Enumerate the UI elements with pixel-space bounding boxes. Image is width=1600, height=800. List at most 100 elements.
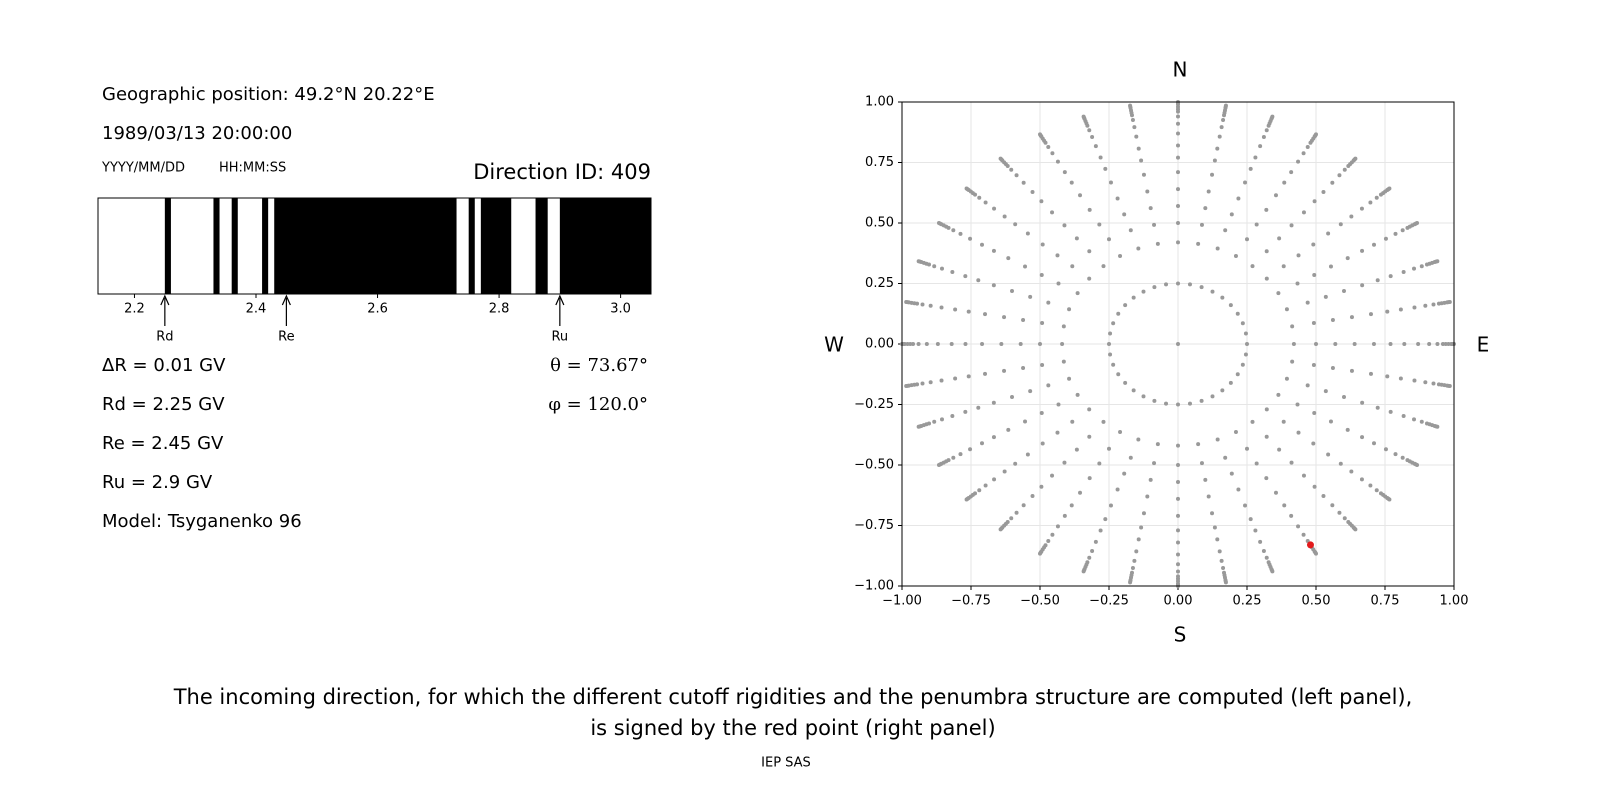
direction-point	[953, 307, 958, 312]
forbidden-band	[231, 198, 238, 294]
direction-point	[1353, 156, 1358, 161]
direction-point	[1056, 281, 1061, 286]
direction-point	[1342, 516, 1347, 521]
forbidden-band	[274, 198, 457, 294]
direction-point	[1345, 256, 1350, 261]
direction-point	[1131, 295, 1136, 300]
direction-point	[1435, 259, 1440, 264]
direction-point	[1289, 170, 1294, 175]
direction-point	[1323, 389, 1328, 394]
direction-point	[1199, 461, 1204, 466]
compass-south: S	[1174, 623, 1187, 647]
direction-point	[1393, 452, 1398, 457]
direction-point	[1375, 405, 1380, 410]
direction-point	[964, 497, 969, 502]
direction-point	[1245, 446, 1249, 451]
direction-point	[908, 342, 913, 346]
direction-point	[1248, 517, 1253, 522]
direction-point	[1006, 427, 1011, 432]
direction-point	[1087, 249, 1092, 254]
direction-point	[1176, 443, 1180, 448]
direction-point	[1219, 125, 1224, 130]
direction-point	[1014, 510, 1019, 515]
direction-point	[1141, 394, 1146, 399]
direction-point	[1028, 294, 1033, 299]
direction-point	[1337, 510, 1342, 515]
direction-point	[1040, 363, 1045, 368]
caption: is signed by the red point (right panel)	[590, 716, 995, 740]
direction-point	[1087, 407, 1092, 412]
direction-point	[928, 303, 933, 308]
direction-point	[1264, 476, 1269, 481]
direction-point	[1443, 342, 1448, 346]
direction-point	[916, 259, 921, 264]
forbidden-band	[262, 198, 269, 294]
direction-point	[1353, 527, 1358, 532]
direction-point	[1039, 199, 1044, 204]
direction-point	[928, 380, 933, 385]
direction-point	[1187, 401, 1192, 406]
direction-point	[1215, 146, 1220, 151]
direction-point	[1217, 134, 1222, 139]
direction-point	[1289, 223, 1294, 228]
direction-point	[1145, 494, 1150, 499]
direction-point	[1062, 460, 1067, 465]
direction-point	[1415, 221, 1420, 225]
direction-point	[1359, 206, 1364, 211]
arrow-head	[281, 294, 291, 306]
x-tick-label: 3.0	[610, 302, 631, 317]
direction-point	[1223, 455, 1228, 460]
direction-point	[1176, 155, 1180, 160]
direction-point	[1412, 378, 1417, 383]
direction-point	[1021, 503, 1026, 508]
direction-point	[1301, 151, 1306, 156]
direction-point	[1002, 469, 1007, 474]
direction-point	[1108, 352, 1113, 357]
marker-label: Rd	[156, 330, 173, 345]
direction-point	[1030, 189, 1035, 194]
direction-point	[1235, 311, 1240, 316]
direction-point	[1261, 135, 1266, 140]
direction-point	[1176, 121, 1180, 126]
x-tick-label: 2.6	[367, 302, 388, 317]
direction-point	[1210, 289, 1215, 294]
direction-point	[1078, 490, 1083, 495]
direction-point	[1223, 580, 1228, 585]
direction-point	[983, 312, 988, 317]
direction-point	[1264, 407, 1269, 412]
direction-point	[1326, 231, 1331, 236]
direction-point	[1290, 359, 1295, 364]
direction-point	[1212, 158, 1217, 163]
direction-point	[1087, 434, 1092, 439]
direction-point	[1245, 237, 1249, 242]
direction-point	[1093, 144, 1098, 149]
direction-point	[983, 483, 988, 488]
direction-point	[1330, 503, 1335, 508]
direction-point	[904, 384, 909, 389]
direction-point	[1290, 324, 1295, 329]
forbidden-band	[535, 198, 548, 294]
direction-point	[1002, 214, 1007, 219]
direction-point	[1284, 376, 1289, 381]
direction-point	[980, 441, 985, 446]
direction-point	[1111, 321, 1116, 326]
direction-point	[939, 305, 944, 310]
direction-point	[1122, 212, 1127, 217]
direction-point	[1107, 446, 1111, 451]
direction-point	[1440, 342, 1445, 346]
direction-point	[1368, 371, 1373, 376]
direction-point	[1311, 363, 1316, 368]
direction-point	[1152, 222, 1157, 227]
y-tick-label: −0.75	[854, 518, 894, 533]
direction-point	[977, 195, 982, 200]
direction-point	[1349, 315, 1354, 320]
direction-point	[1108, 331, 1113, 336]
direction-point	[1155, 442, 1160, 447]
direction-point	[963, 274, 968, 279]
direction-point	[1233, 253, 1238, 258]
direction-point	[1152, 398, 1157, 403]
direction-point	[1273, 193, 1278, 198]
direction-point	[1330, 365, 1335, 370]
x-tick-label: −0.50	[1020, 594, 1060, 609]
direction-point	[1122, 471, 1127, 476]
